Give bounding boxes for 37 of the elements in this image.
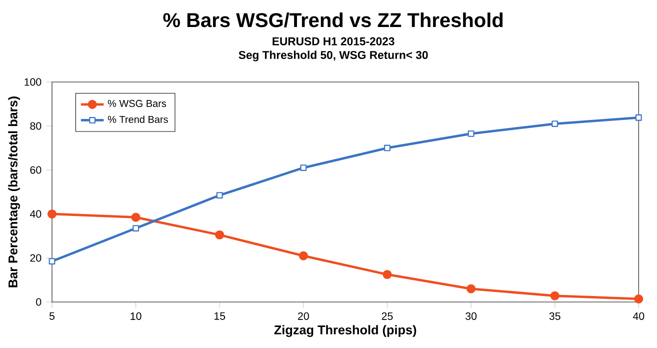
y-tick-label: 100 (24, 78, 42, 86)
point (468, 130, 474, 137)
x-tick-label: 30 (466, 312, 477, 320)
x-axis-title: Zigzag Threshold (pips) (274, 325, 416, 337)
point (552, 120, 558, 127)
y-tick-label: 0 (36, 298, 42, 306)
point (131, 212, 140, 222)
legend-label: % WSG Bars (108, 100, 166, 108)
y-tick-label: 80 (30, 122, 42, 130)
point (300, 164, 307, 171)
x-tick-label: 20 (298, 312, 309, 320)
y-axis-title: Bar Percentage (bars/total bars) (8, 96, 20, 288)
chart-subtitle: EURUSD H1 2015-2023 (272, 37, 394, 46)
x-tick-label: 40 (632, 312, 644, 320)
point (216, 192, 223, 198)
point (382, 270, 392, 280)
x-tick-label: 5 (49, 312, 55, 320)
chart-title: % Bars WSG/Trend vs ZZ Threshold (163, 12, 503, 28)
x-tick-label: 35 (549, 312, 560, 320)
y-tick-label: 20 (30, 254, 42, 262)
point (466, 284, 476, 294)
text: Seg Threshold 50, WSG Return< 30 (238, 50, 428, 62)
point (298, 251, 308, 260)
x-tick-label: 25 (382, 312, 393, 320)
point (132, 225, 140, 232)
x-tick-label: 15 (214, 312, 226, 320)
point (215, 230, 224, 240)
y-tick-label: 60 (30, 166, 42, 174)
point (635, 114, 642, 121)
point (48, 258, 56, 264)
legend-label: % Trend Bars (108, 116, 168, 123)
y-tick-label: 40 (30, 210, 42, 218)
point (384, 144, 390, 152)
point (634, 294, 644, 304)
point (550, 291, 560, 300)
x-tick-label: 10 (130, 312, 142, 320)
point (47, 209, 57, 219)
